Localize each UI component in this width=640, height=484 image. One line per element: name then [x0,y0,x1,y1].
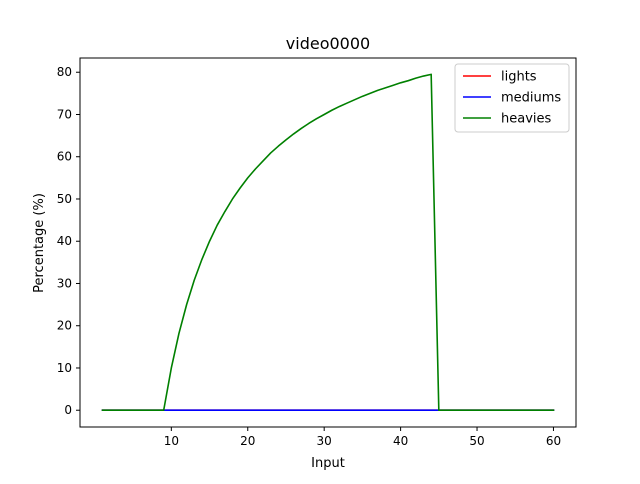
legend-box [454,63,570,133]
x-tick-label: 60 [546,434,561,448]
y-tick-label: 40 [57,234,72,248]
y-tick-label: 10 [57,361,72,375]
legend: lights mediums heavies [454,63,570,133]
legend-label-heavies: heavies [501,112,552,127]
y-tick-label: 60 [57,150,72,164]
y-tick-label: 0 [64,403,72,417]
x-tick-label: 10 [164,434,179,448]
y-tick-label: 50 [57,192,72,206]
chart-title: video0000 [286,34,370,53]
y-tick-label: 70 [57,107,72,121]
x-tick-label: 30 [317,434,332,448]
x-tick-label: 50 [469,434,484,448]
y-tick-label: 20 [57,319,72,333]
plot-area [101,73,555,412]
x-tick-label: 40 [393,434,408,448]
x-tick-label: 20 [240,434,255,448]
y-axis-label: Percentage (%) [32,193,47,293]
axes-frame [79,57,577,428]
series-line-heavies [101,73,555,412]
x-axis-label: Input [311,456,345,471]
legend-label-mediums: mediums [501,91,561,106]
y-tick-label: 80 [57,65,72,79]
axes: 10 20 30 40 50 60 0 10 20 30 40 50 60 70 80 [57,57,577,448]
y-tick-label: 30 [57,276,72,290]
legend-label-lights: lights [501,70,537,85]
